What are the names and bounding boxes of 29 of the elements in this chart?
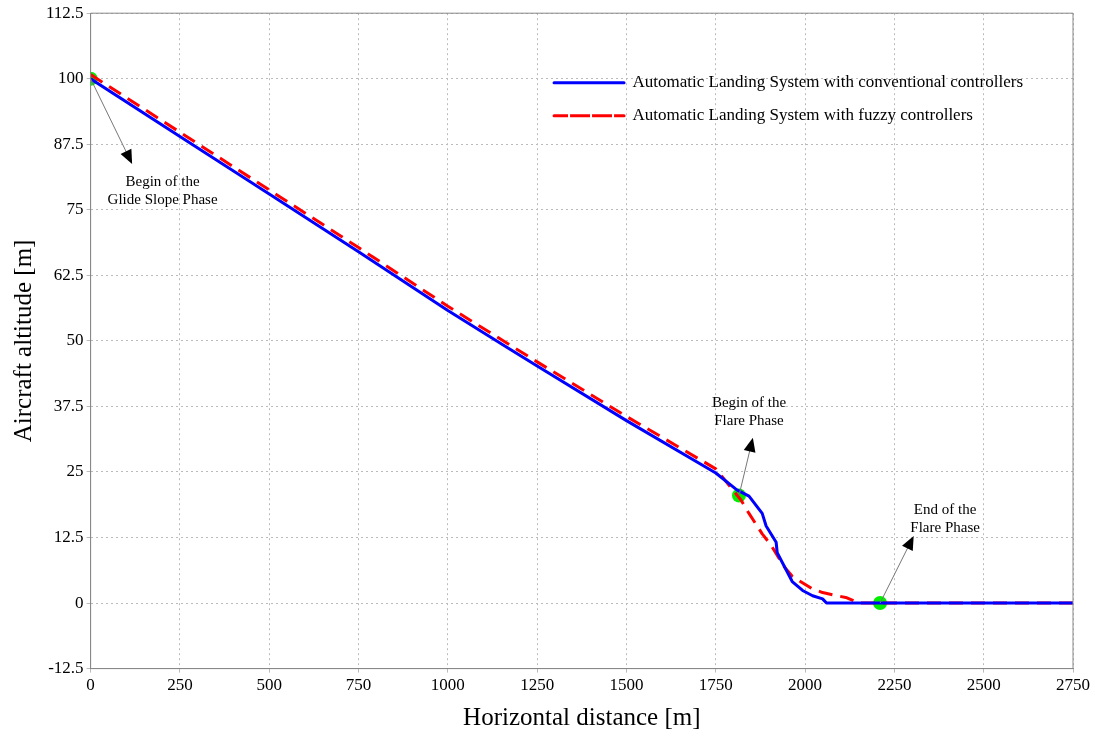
y-tick-label: 87.5 xyxy=(53,133,84,153)
y-axis-title: Aircraft altitude [m] xyxy=(8,239,36,443)
x-tick-label: 1250 xyxy=(520,675,555,695)
x-tick-label: 1750 xyxy=(698,675,733,695)
y-tick-label: 62.5 xyxy=(53,264,84,284)
x-tick-label: 1000 xyxy=(430,675,465,695)
x-tick-label: 2250 xyxy=(877,675,912,695)
x-tick-label: 2000 xyxy=(788,675,823,695)
y-tick-label: 100 xyxy=(58,68,84,88)
y-tick-label: -12.5 xyxy=(48,658,84,678)
x-tick-label: 2750 xyxy=(1056,675,1090,695)
x-axis-title: Horizontal distance [m] xyxy=(463,702,701,730)
x-tick-label: 500 xyxy=(256,675,282,695)
y-tick-label: 75 xyxy=(66,199,84,219)
legend-label: Automatic Landing System with fuzzy controllers xyxy=(632,105,973,125)
y-tick-label: 37.5 xyxy=(53,395,84,415)
x-tick-label: 750 xyxy=(345,675,372,695)
y-tick-label: 25 xyxy=(66,461,84,481)
x-tick-label: 2500 xyxy=(966,675,1001,695)
annotation: Begin of the Flare Phase xyxy=(711,394,787,429)
y-tick-label: 112.5 xyxy=(45,2,84,22)
x-tick-label: 250 xyxy=(167,675,193,695)
y-tick-label: 0 xyxy=(75,592,84,612)
y-tick-label: 50 xyxy=(66,330,84,350)
x-tick-label: 1500 xyxy=(609,675,644,695)
legend-label: Automatic Landing System with conventional controllers xyxy=(632,72,1023,92)
annotation: Begin of the Glide Slope Phase xyxy=(107,173,218,208)
annotation: End of the Flare Phase xyxy=(910,501,981,536)
y-tick-label: 12.5 xyxy=(53,526,84,546)
